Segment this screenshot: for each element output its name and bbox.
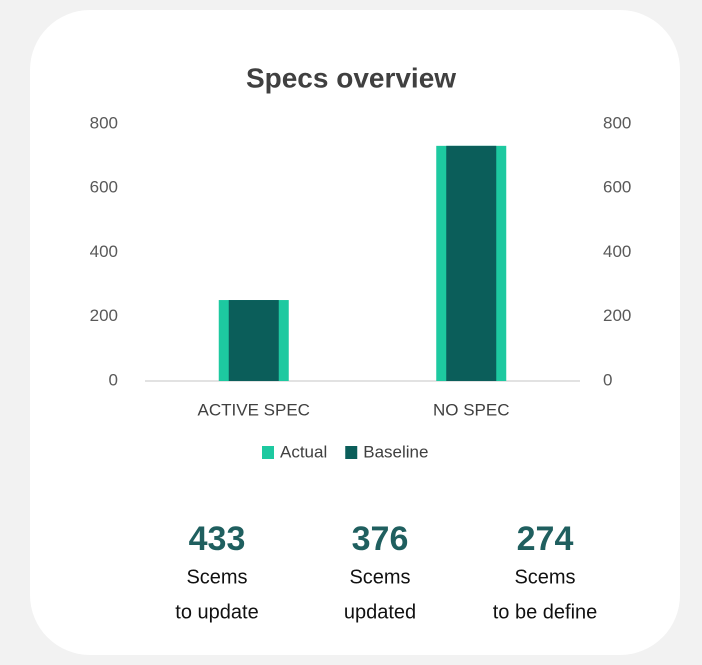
y-tick-label: 600 [90,178,118,197]
y-tick-label: 200 [90,306,118,325]
kpi-value: 433 [189,520,246,558]
legend-swatch [262,446,274,459]
kpi-label: updated [344,601,416,623]
y-tick-label: 800 [90,113,118,132]
y-tick-label: 0 [109,370,118,389]
legend-swatch [345,446,358,459]
bar [446,145,497,381]
kpi-label: Scems [514,566,575,588]
y2-tick-label: 400 [603,242,631,261]
kpi-value: 274 [517,520,574,558]
kpi-value: 376 [352,520,409,558]
y2-tick-label: 200 [603,306,631,325]
x-tick-label: ACTIVE SPEC [198,400,310,419]
legend-label: Actual [280,442,327,461]
kpi-label: to update [175,601,258,623]
kpi-label: Scems [349,566,410,588]
y2-tick-label: 600 [603,178,631,197]
bar [228,300,279,381]
card [30,10,680,655]
kpi-label: Scems [186,566,247,588]
y2-tick-label: 0 [603,370,612,389]
legend-label: Baseline [363,442,428,461]
kpi-label: to be define [493,601,598,623]
y-tick-label: 400 [90,242,118,261]
y2-tick-label: 800 [603,113,631,132]
chart-title: Specs overview [246,62,456,93]
x-tick-label: NO SPEC [433,400,510,419]
